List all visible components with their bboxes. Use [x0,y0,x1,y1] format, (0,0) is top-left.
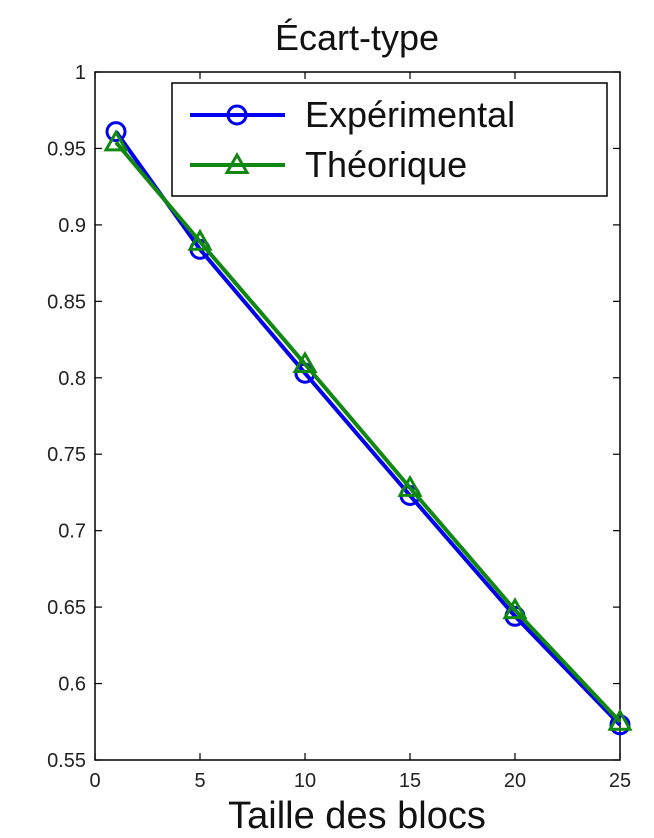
legend-marker [226,104,248,126]
data-point [105,121,127,143]
data-point [103,129,129,152]
legend-box [171,82,608,197]
y-tick-label: 0.6 [58,674,86,696]
x-tick-label: 25 [609,770,631,792]
series-line [114,130,622,727]
x-tick-label: 10 [294,770,316,792]
y-tick-label: 0.55 [47,750,86,772]
x-tick-label: 5 [194,770,205,792]
chart-title: Écart-type [275,17,439,58]
data-point [607,708,633,731]
y-tick-label: 0.65 [47,597,86,619]
legend: Expérimental Théorique [171,82,608,197]
series-layer [103,121,633,736]
data-point [187,228,213,251]
series-line [114,141,622,724]
legend-entry-0: Expérimental [190,94,515,135]
legend-label: Théorique [305,144,467,185]
x-axis-label: Taille des blocs [228,795,486,837]
y-tick-label: 0.9 [58,215,86,237]
y-tick-label: 0.95 [47,138,86,160]
y-tick-label: 0.7 [58,521,86,543]
x-tick-label: 0 [89,770,100,792]
legend-label: Expérimental [305,94,515,135]
series-1 [103,129,633,731]
data-point [397,474,423,497]
y-tick-label: 0.85 [47,291,86,313]
legend-entry-1: Théorique [190,144,467,185]
data-point [502,597,528,620]
legend-marker [224,151,250,174]
axis-ticks: 0 5 10 15 20 25 0.55 0.6 0.65 0.7 0.75 0.8 0.85 0.9 0.… [47,62,631,792]
y-tick-label: 0.75 [47,444,86,466]
x-tick-label: 15 [399,770,421,792]
data-point [292,350,318,374]
y-tick-label: 1 [75,62,86,84]
y-tick-label: 0.8 [58,368,86,390]
x-tick-label: 20 [504,770,526,792]
